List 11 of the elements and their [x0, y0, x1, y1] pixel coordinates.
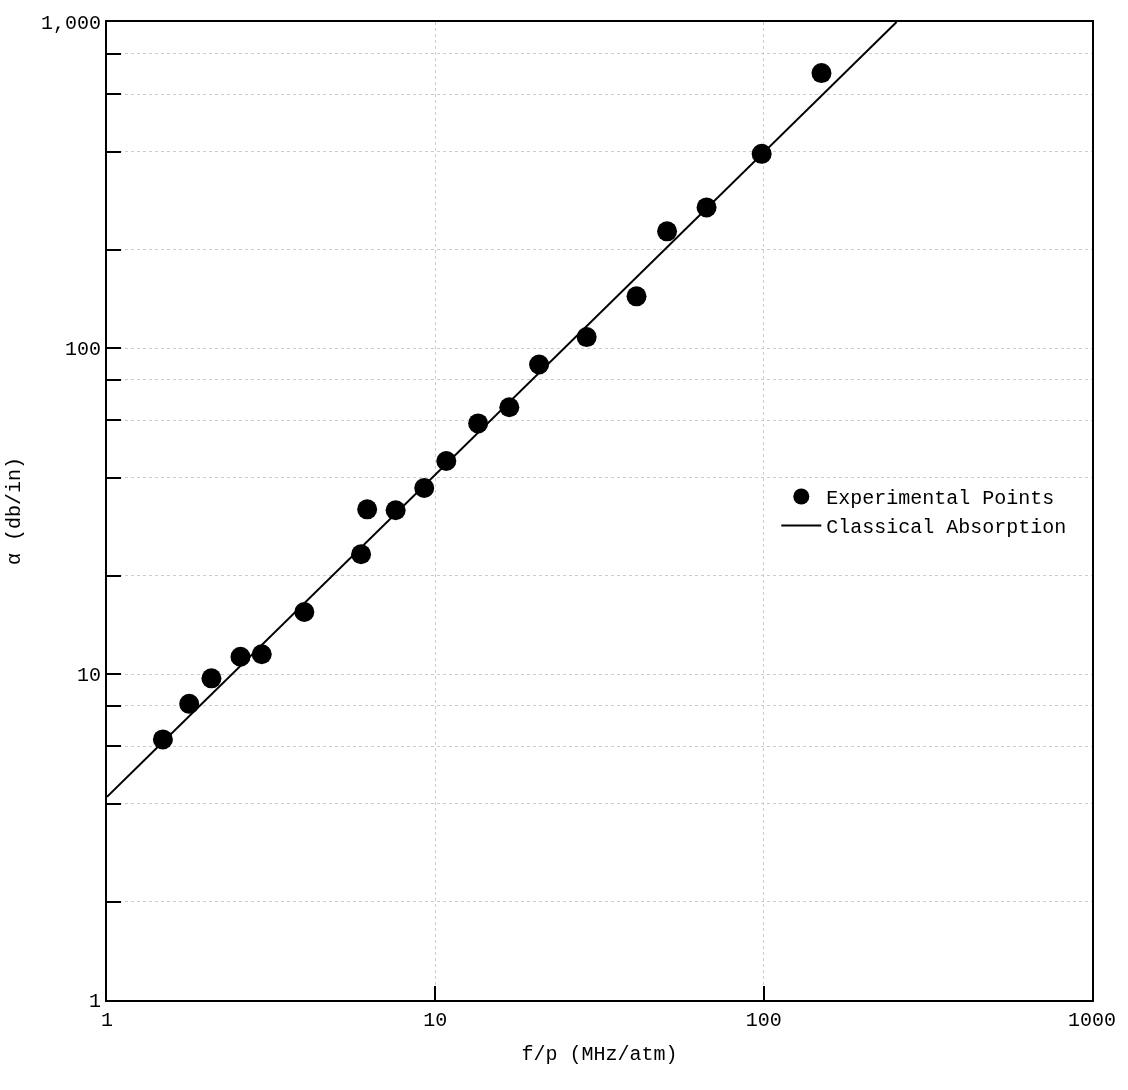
x-tick-label: 100: [745, 1009, 782, 1032]
y-tick-label: 1: [88, 990, 101, 1013]
legend-label: Experimental Points: [826, 487, 1055, 511]
x-tick-label: 10: [423, 1009, 448, 1032]
y-tick-label: 100: [64, 338, 101, 361]
y-tick-label: 1,000: [40, 12, 101, 35]
y-axis-title: α (db/in): [2, 456, 26, 566]
y-tick-label: 10: [76, 664, 101, 687]
legend-label: Classical Absorption: [826, 516, 1067, 540]
x-axis-title: f/p (MHz/atm): [521, 1043, 678, 1066]
x-tick-label: 1000: [1067, 1009, 1117, 1032]
